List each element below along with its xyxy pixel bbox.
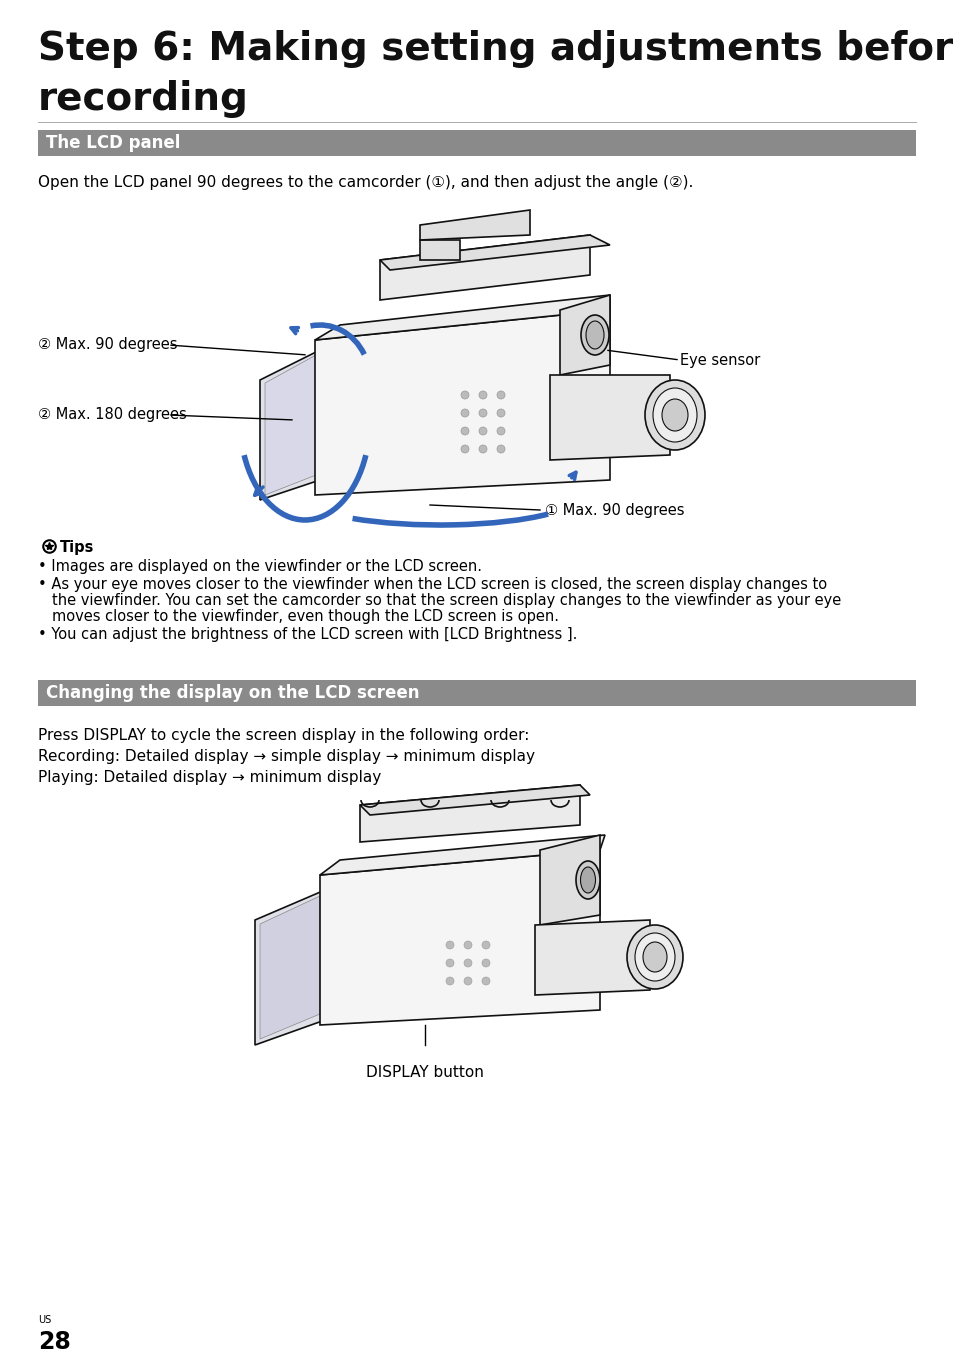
Ellipse shape <box>626 925 682 989</box>
Text: ② Max. 180 degrees: ② Max. 180 degrees <box>38 407 187 422</box>
Ellipse shape <box>579 867 595 893</box>
Text: The LCD panel: The LCD panel <box>46 134 180 152</box>
Circle shape <box>460 445 469 453</box>
Text: moves closer to the viewfinder, even though the LCD screen is open.: moves closer to the viewfinder, even tho… <box>52 609 558 624</box>
Circle shape <box>460 391 469 399</box>
Text: DISPLAY button: DISPLAY button <box>366 1065 483 1080</box>
Polygon shape <box>314 294 609 341</box>
Circle shape <box>497 445 504 453</box>
Ellipse shape <box>580 315 608 356</box>
Circle shape <box>478 391 486 399</box>
Ellipse shape <box>635 934 675 981</box>
Polygon shape <box>359 784 579 841</box>
Polygon shape <box>535 920 649 995</box>
Text: • You can adjust the brightness of the LCD screen with [LCD Brightness ].: • You can adjust the brightness of the L… <box>38 627 577 642</box>
Polygon shape <box>260 896 319 1039</box>
Ellipse shape <box>652 388 697 442</box>
Text: 28: 28 <box>38 1330 71 1354</box>
Circle shape <box>446 977 454 985</box>
Circle shape <box>460 408 469 417</box>
Circle shape <box>463 959 472 968</box>
Text: ② Max. 90 degrees: ② Max. 90 degrees <box>38 338 177 353</box>
Circle shape <box>497 408 504 417</box>
Polygon shape <box>559 294 609 375</box>
Text: Recording: Detailed display → simple display → minimum display: Recording: Detailed display → simple dis… <box>38 749 535 764</box>
Circle shape <box>463 940 472 949</box>
Circle shape <box>497 391 504 399</box>
Polygon shape <box>539 835 599 925</box>
Circle shape <box>478 445 486 453</box>
Text: Changing the display on the LCD screen: Changing the display on the LCD screen <box>46 684 419 702</box>
Text: • Images are displayed on the viewfinder or the LCD screen.: • Images are displayed on the viewfinder… <box>38 559 481 574</box>
Polygon shape <box>319 849 599 1025</box>
Polygon shape <box>419 210 530 240</box>
FancyBboxPatch shape <box>38 680 915 706</box>
Text: Eye sensor: Eye sensor <box>679 353 760 368</box>
Circle shape <box>463 977 472 985</box>
Circle shape <box>481 959 490 968</box>
Text: US: US <box>38 1315 51 1324</box>
Text: the viewfinder. You can set the camcorder so that the screen display changes to : the viewfinder. You can set the camcorde… <box>52 593 841 608</box>
Polygon shape <box>314 309 609 495</box>
Polygon shape <box>359 784 589 816</box>
Polygon shape <box>254 890 325 1045</box>
Circle shape <box>481 977 490 985</box>
Circle shape <box>481 940 490 949</box>
Polygon shape <box>419 240 459 261</box>
Ellipse shape <box>642 942 666 972</box>
Polygon shape <box>260 350 319 499</box>
Polygon shape <box>379 235 589 300</box>
Polygon shape <box>550 375 669 460</box>
Text: Step 6: Making setting adjustments before: Step 6: Making setting adjustments befor… <box>38 30 953 68</box>
Circle shape <box>446 959 454 968</box>
Text: Tips: Tips <box>60 540 94 555</box>
FancyBboxPatch shape <box>38 130 915 156</box>
Ellipse shape <box>644 380 704 451</box>
Ellipse shape <box>576 860 599 898</box>
Text: ① Max. 90 degrees: ① Max. 90 degrees <box>544 502 684 517</box>
Polygon shape <box>379 235 609 270</box>
Text: Open the LCD panel 90 degrees to the camcorder (①), and then adjust the angle (②: Open the LCD panel 90 degrees to the cam… <box>38 175 693 190</box>
Text: Press DISPLAY to cycle the screen display in the following order:: Press DISPLAY to cycle the screen displa… <box>38 727 529 744</box>
Text: Playing: Detailed display → minimum display: Playing: Detailed display → minimum disp… <box>38 769 381 784</box>
Text: recording: recording <box>38 80 249 118</box>
Ellipse shape <box>585 322 603 349</box>
Ellipse shape <box>661 399 687 432</box>
Circle shape <box>460 427 469 436</box>
Circle shape <box>478 427 486 436</box>
Circle shape <box>446 940 454 949</box>
Polygon shape <box>265 356 315 495</box>
Text: • As your eye moves closer to the viewfinder when the LCD screen is closed, the : • As your eye moves closer to the viewfi… <box>38 577 826 592</box>
Circle shape <box>478 408 486 417</box>
Polygon shape <box>319 835 604 875</box>
Circle shape <box>497 427 504 436</box>
